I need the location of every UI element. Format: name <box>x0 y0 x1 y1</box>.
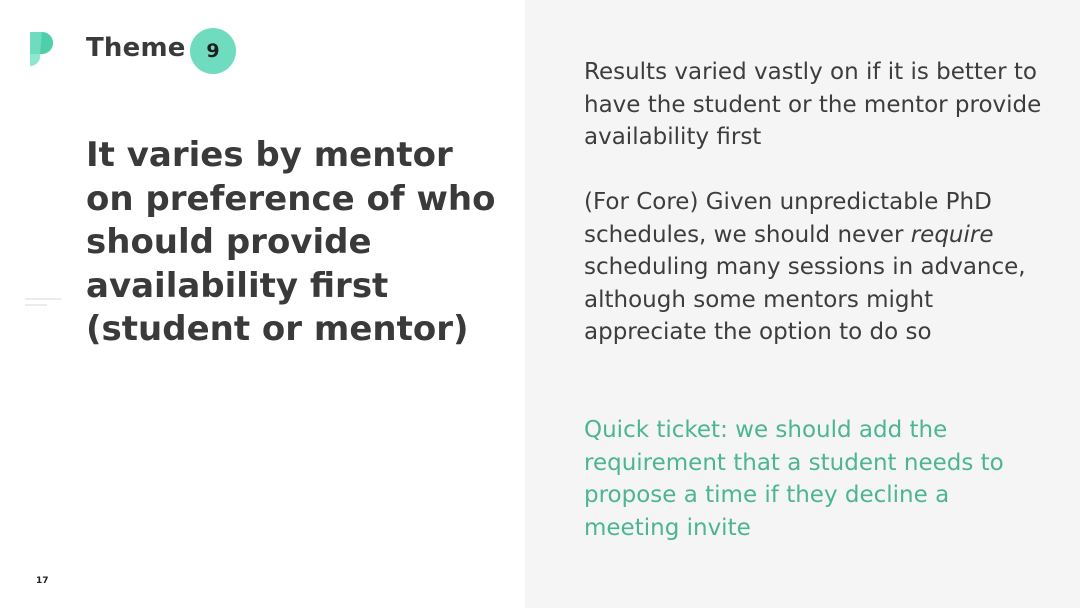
right-pane <box>525 0 1080 608</box>
theme-label: Theme <box>86 33 186 63</box>
recommendation-paragraph: (For Core) Given unpredictable PhD sched… <box>584 186 1044 349</box>
recommendation-text-start: (For Core) Given unpredictable PhD sched… <box>584 189 992 248</box>
side-divider <box>25 298 61 308</box>
left-pane <box>0 0 525 608</box>
recommendation-emphasis: require <box>910 221 994 248</box>
slide-headline: It varies by mentor on preference of who… <box>86 135 496 349</box>
finding-paragraph: Results varied vastly on if it is better… <box>584 59 1042 150</box>
theme-number-badge: 9 <box>190 28 236 74</box>
page-number: 17 <box>36 576 49 586</box>
recommendation-text-end: scheduling many sessions in advance, alt… <box>584 254 1026 345</box>
brand-logo-icon <box>30 32 53 67</box>
quick-ticket-paragraph: Quick ticket: we should add the requirem… <box>584 417 1004 541</box>
